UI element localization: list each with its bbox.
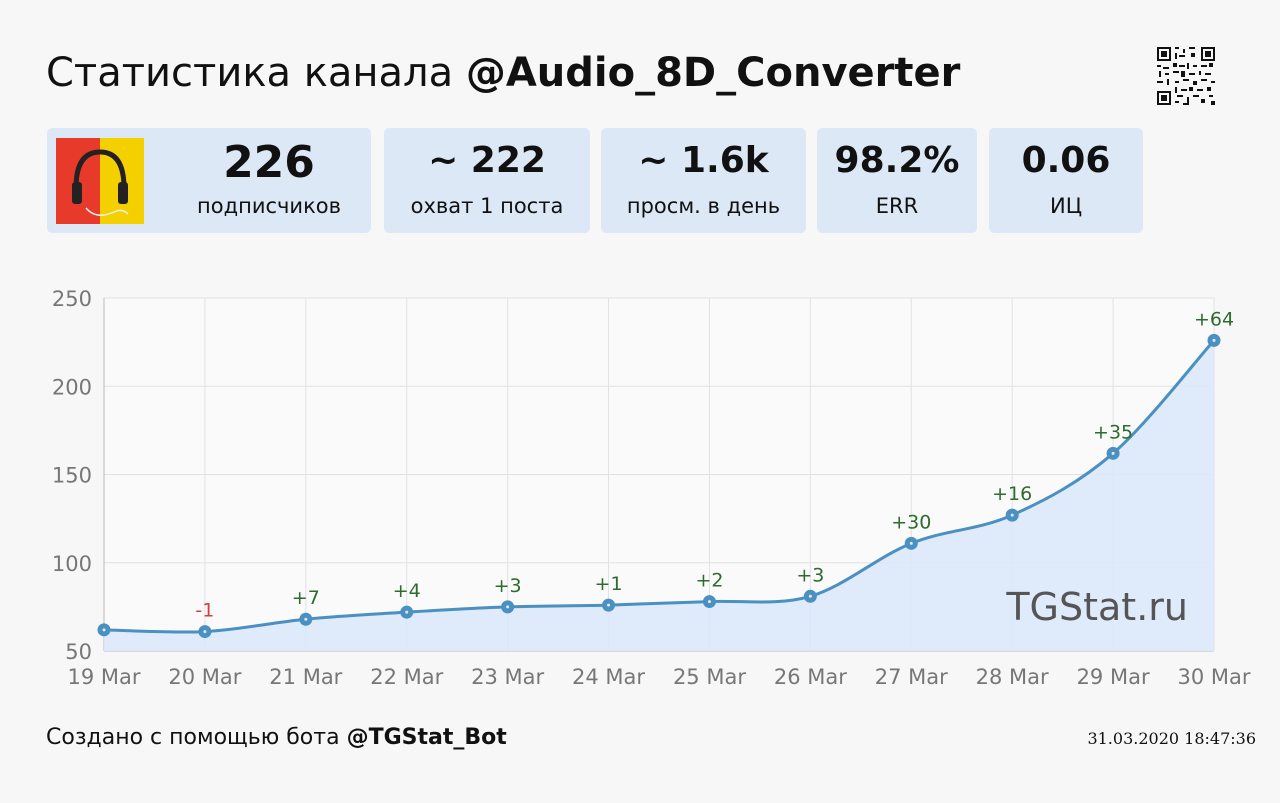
data-point-center (506, 605, 510, 609)
stat-card-views: ~ 1.6k просм. в день (601, 128, 806, 233)
subscribers-label: подписчиков (197, 194, 341, 218)
bot-link[interactable]: @TGStat_Bot (346, 725, 507, 750)
stat-card-ci: 0.06 ИЦ (989, 128, 1143, 233)
ci-value: 0.06 (1021, 140, 1111, 181)
data-label: -1 (195, 600, 214, 622)
data-point-center (808, 594, 812, 598)
data-point-center (203, 630, 207, 634)
data-point-center (707, 600, 711, 604)
views-label: просм. в день (626, 194, 781, 218)
x-tick-label: 26 Mar (774, 665, 847, 689)
stat-card-err: 98.2% ERR (817, 128, 977, 233)
data-label: +2 (695, 570, 723, 592)
subscribers-value: 226 (223, 137, 315, 188)
data-point-center (1010, 513, 1014, 517)
subscribers-chart: 50 100 150 200 250 19 Mar 20 Mar 21 Mar 22 Mar 23… (52, 287, 1251, 689)
data-label: +3 (796, 564, 824, 586)
stat-card-subscribers: 226 подписчиков (47, 128, 371, 233)
views-value: ~ 1.6k (638, 140, 769, 181)
data-label: +3 (494, 575, 522, 597)
data-label: +35 (1093, 421, 1133, 443)
x-tick-label: 24 Mar (572, 665, 645, 689)
err-value: 98.2% (834, 140, 960, 181)
channel-name[interactable]: @Audio_8D_Converter (465, 50, 961, 96)
watermark-text: TGStat.ru (1005, 585, 1188, 629)
data-label: +16 (992, 483, 1032, 505)
x-tick-label: 25 Mar (673, 665, 746, 689)
data-point-center (405, 610, 409, 614)
series-area (104, 340, 1214, 651)
data-label: +4 (393, 580, 421, 602)
data-point-center (607, 603, 611, 607)
reach-label: охват 1 поста (410, 194, 564, 218)
data-point-center (102, 628, 106, 632)
y-tick-label: 100 (52, 552, 92, 576)
data-label: +7 (292, 587, 320, 609)
x-tick-label: 19 Mar (67, 665, 140, 689)
data-label: +1 (595, 573, 623, 595)
qr-code-icon (1157, 47, 1215, 105)
data-point-center (1212, 338, 1216, 342)
y-tick-label: 250 (52, 287, 92, 311)
data-label: +64 (1194, 308, 1234, 330)
x-tick-label: 30 Mar (1177, 665, 1250, 689)
y-tick-label: 50 (65, 640, 92, 664)
channel-avatar (56, 138, 144, 224)
x-tick-label: 20 Mar (168, 665, 241, 689)
data-point-center (909, 541, 913, 545)
x-tick-label: 27 Mar (875, 665, 948, 689)
err-label: ERR (875, 194, 919, 218)
data-point-center (1111, 451, 1115, 455)
series-line (103, 339, 1216, 634)
data-label: +30 (891, 511, 931, 533)
stat-card-reach: ~ 222 охват 1 поста (384, 128, 590, 233)
title-prefix: Статистика канала (46, 50, 466, 96)
footer-timestamp: 31.03.2020 18:47:36 (1087, 729, 1256, 748)
ci-label: ИЦ (1049, 194, 1082, 218)
y-tick-label: 200 (52, 375, 92, 399)
y-tick-label: 150 (52, 464, 92, 488)
x-tick-label: 21 Mar (269, 665, 342, 689)
footer-prefix: Создано с помощью бота (46, 725, 347, 750)
x-tick-label: 23 Mar (471, 665, 544, 689)
page-title: Статистика канала @Audio_8D_Converter (46, 50, 960, 96)
data-point-center (304, 617, 308, 621)
x-tick-label: 29 Mar (1077, 665, 1150, 689)
footer-credit: Создано с помощью бота @TGStat_Bot (46, 725, 507, 750)
reach-value: ~ 222 (428, 140, 546, 181)
x-tick-label: 28 Mar (976, 665, 1049, 689)
x-tick-label: 22 Mar (370, 665, 443, 689)
